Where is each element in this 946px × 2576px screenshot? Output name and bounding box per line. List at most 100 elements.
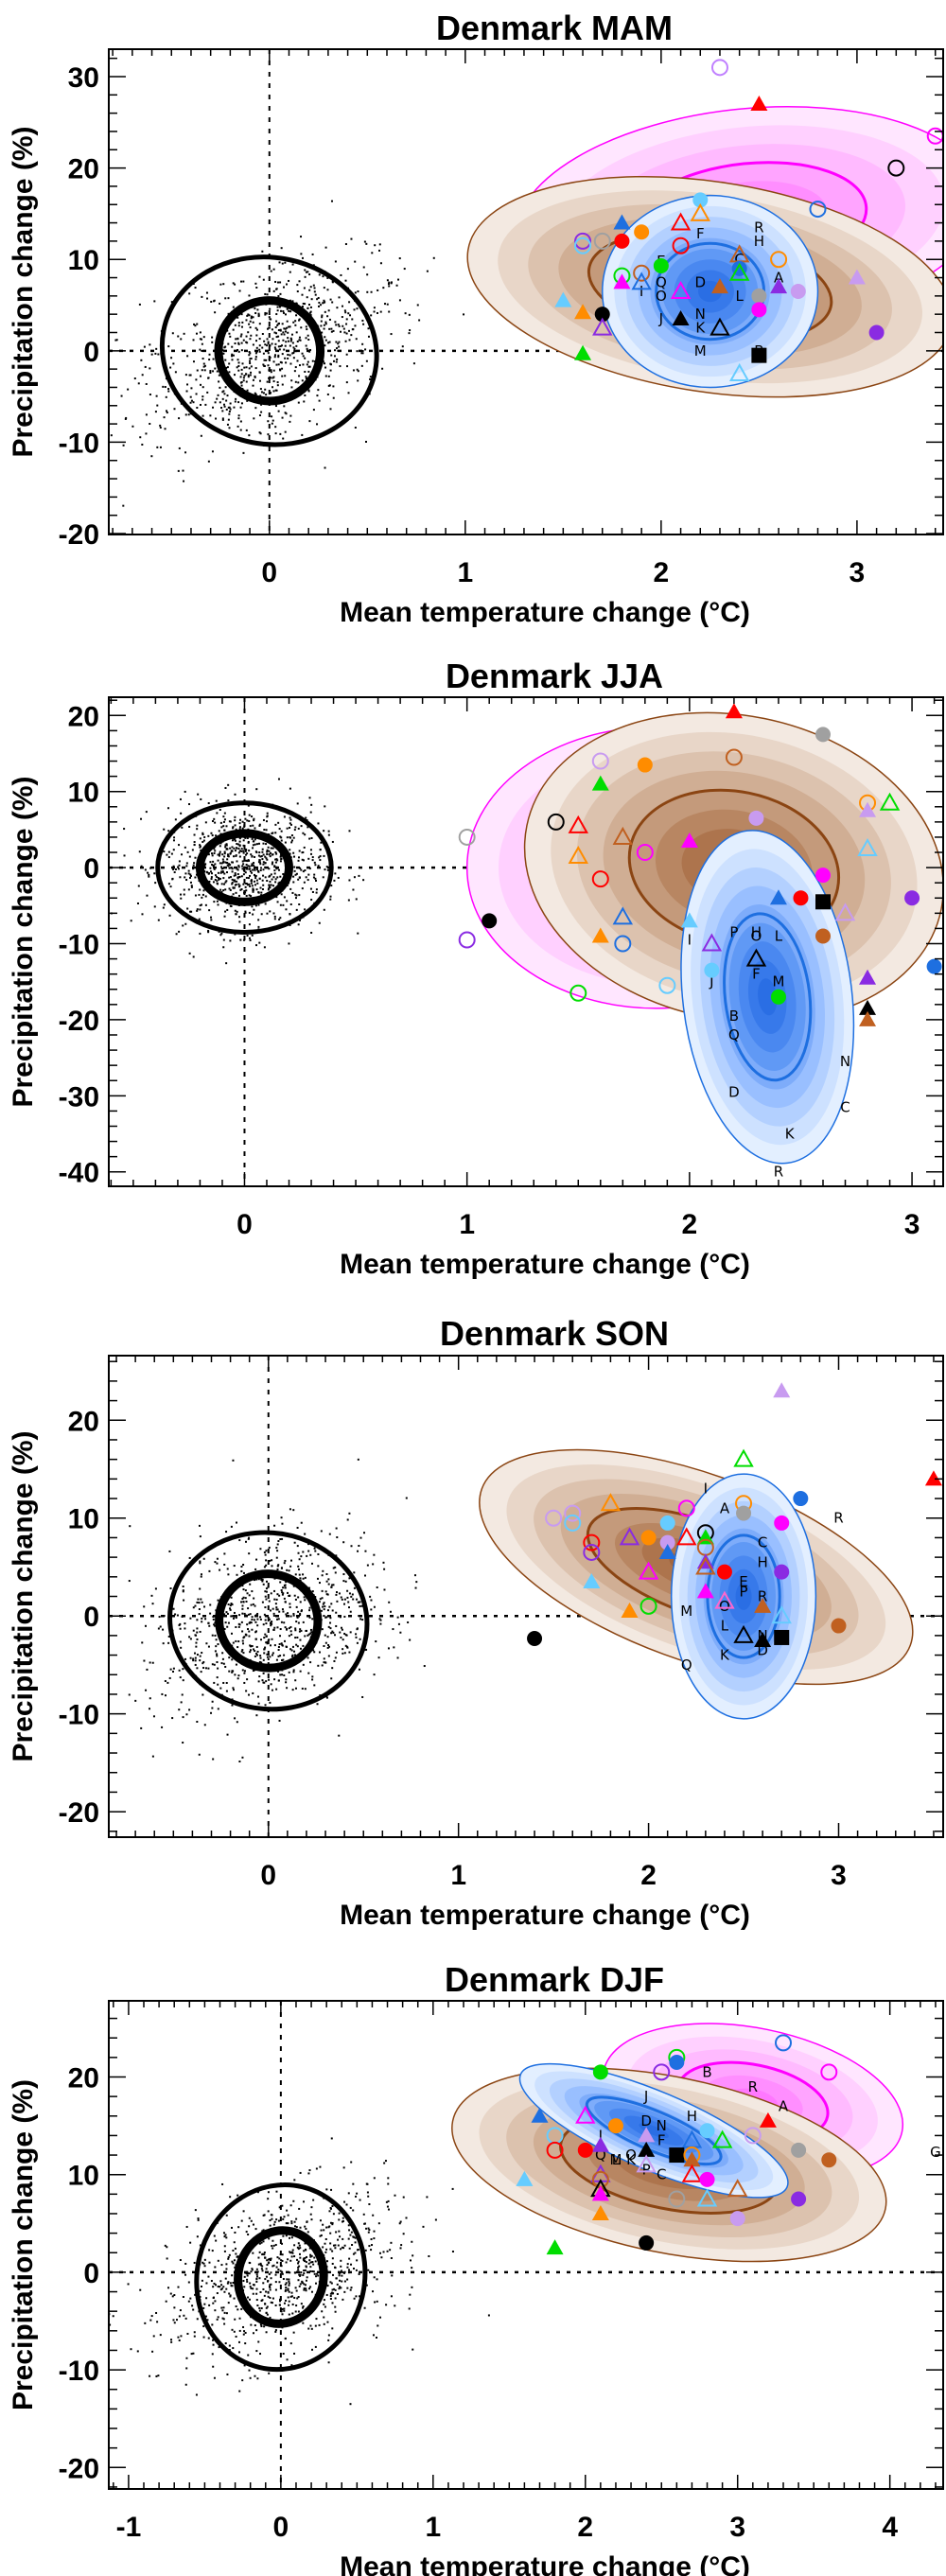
variability-point: [341, 2280, 343, 2283]
variability-point: [192, 867, 195, 870]
variability-point: [331, 2302, 334, 2304]
variability-point: [262, 278, 265, 281]
variability-point: [178, 1709, 181, 1711]
variability-point: [335, 2277, 338, 2280]
variability-point: [283, 1621, 286, 1624]
variability-point: [286, 2278, 289, 2281]
variability-point: [167, 1635, 170, 1638]
variability-point: [186, 2332, 189, 2335]
variability-point: [289, 787, 291, 790]
variability-point: [291, 2303, 294, 2305]
variability-point: [145, 811, 148, 814]
variability-point: [322, 1605, 324, 1608]
variability-point: [224, 861, 227, 864]
variability-point: [260, 2325, 263, 2328]
variability-point: [248, 911, 251, 914]
variability-point: [408, 313, 411, 316]
variability-point: [228, 867, 231, 869]
variability-point: [306, 1554, 308, 1557]
variability-point: [352, 2209, 355, 2212]
variability-point: [284, 313, 287, 316]
variability-point: [210, 878, 213, 881]
variability-point: [194, 1604, 197, 1607]
variability-point: [199, 1535, 201, 1538]
variability-point: [177, 866, 180, 868]
variability-point: [298, 364, 301, 367]
variability-point: [280, 854, 283, 857]
model-label: K: [695, 320, 706, 337]
variability-point: [225, 366, 228, 369]
variability-point: [268, 867, 271, 870]
variability-point: [172, 1607, 175, 1610]
variability-point: [163, 828, 166, 831]
variability-point: [324, 1661, 327, 1664]
variability-point: [412, 2348, 414, 2351]
variability-point: [159, 1625, 162, 1628]
variability-point: [225, 399, 228, 402]
variability-point: [238, 289, 241, 292]
variability-point: [409, 2293, 412, 2296]
variability-point: [288, 2290, 290, 2293]
variability-point: [328, 327, 331, 330]
variability-point: [157, 353, 160, 356]
variability-point: [249, 320, 252, 323]
variability-point: [210, 2280, 213, 2283]
variability-point: [269, 1559, 272, 1562]
variability-point: [255, 334, 258, 337]
variability-point: [331, 2223, 334, 2226]
variability-point: [254, 850, 257, 853]
variability-point: [204, 903, 207, 906]
x-tick-label: 1: [459, 1209, 475, 1240]
variability-point: [232, 2249, 235, 2252]
variability-point: [323, 1661, 325, 1664]
variability-point: [241, 1607, 244, 1610]
variability-point: [346, 1596, 349, 1599]
variability-point: [163, 1615, 166, 1618]
variability-point: [294, 1627, 297, 1630]
variability-point: [324, 2251, 327, 2253]
variability-point: [272, 876, 275, 879]
variability-point: [260, 411, 263, 413]
variability-point: [168, 1550, 171, 1552]
variability-point: [247, 2296, 250, 2299]
variability-point: [281, 383, 284, 386]
variability-point: [388, 285, 391, 288]
variability-point: [367, 2231, 370, 2234]
model-label: N: [695, 306, 706, 323]
variability-point: [200, 1575, 202, 1578]
y-axis-label: Precipitation change (%): [8, 126, 39, 457]
variability-point: [226, 366, 229, 369]
variability-point: [278, 1610, 281, 1613]
variability-point: [402, 2233, 405, 2235]
variability-point: [182, 469, 184, 472]
variability-point: [298, 2252, 301, 2255]
variability-point: [161, 1692, 164, 1695]
variability-point: [252, 868, 254, 871]
variability-point: [233, 2330, 236, 2333]
variability-point: [264, 2278, 267, 2281]
variability-point: [297, 923, 300, 926]
variability-point: [264, 292, 267, 295]
gcm-marker-circle: [633, 264, 651, 282]
variability-point: [282, 2234, 285, 2237]
variability-point: [280, 1589, 283, 1592]
plot-area: IARCHEPROMLNKDQ: [109, 1356, 943, 1837]
variability-point: [294, 350, 297, 353]
y-tick-label: 10: [68, 245, 99, 276]
variability-point: [304, 370, 307, 373]
variability-point: [315, 891, 318, 894]
variability-point: [269, 1609, 272, 1612]
variability-point: [298, 375, 301, 377]
variability-point: [281, 2204, 284, 2207]
variability-point: [287, 331, 289, 334]
variability-point: [341, 2274, 343, 2277]
variability-point: [264, 313, 267, 316]
variability-point: [222, 2306, 225, 2309]
variability-point: [250, 880, 253, 883]
variability-point: [342, 2217, 344, 2219]
variability-point: [145, 1689, 148, 1691]
gcm-marker-circle: [668, 2190, 686, 2208]
variability-point: [291, 1645, 294, 1648]
variability-point: [201, 398, 204, 401]
variability-point: [150, 1594, 153, 1597]
